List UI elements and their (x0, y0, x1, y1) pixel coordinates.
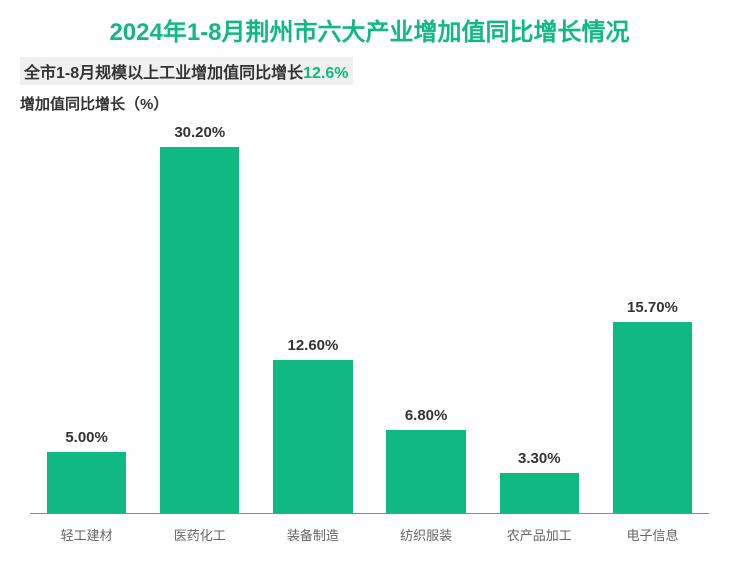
x-axis-label: 轻工建材 (30, 525, 143, 544)
bar (160, 147, 239, 513)
bar-group: 12.60% (256, 124, 369, 513)
bar (500, 473, 579, 513)
bar-value-label: 6.80% (405, 407, 448, 424)
bar (386, 430, 465, 513)
chart-area: 5.00% 30.20% 12.60% 6.80% 3.30% 15.70% 轻工建材医药… (20, 124, 719, 544)
bar-group: 15.70% (596, 124, 709, 513)
bar (47, 452, 126, 513)
bar (273, 360, 352, 513)
x-axis-label: 医药化工 (143, 525, 256, 544)
bar-value-label: 12.60% (287, 337, 338, 354)
subtitle-row: 全市1-8月规模以上工业增加值同比增长12.6% (20, 57, 353, 85)
bar (613, 322, 692, 513)
bar-value-label: 3.30% (518, 450, 561, 467)
x-axis-label: 纺织服装 (370, 525, 483, 544)
bar-group: 30.20% (143, 124, 256, 513)
bar-value-label: 5.00% (65, 429, 108, 446)
x-axis-label: 装备制造 (256, 525, 369, 544)
plot-area: 5.00% 30.20% 12.60% 6.80% 3.30% 15.70% (30, 124, 709, 514)
bar-value-label: 15.70% (627, 299, 678, 316)
bars-container: 5.00% 30.20% 12.60% 6.80% 3.30% 15.70% (30, 124, 709, 513)
x-axis-label: 农产品加工 (483, 525, 596, 544)
bar-group: 3.30% (483, 124, 596, 513)
bar-group: 6.80% (370, 124, 483, 513)
x-axis-label: 电子信息 (596, 525, 709, 544)
y-axis-label: 增加值同比增长（%） (20, 93, 719, 114)
bar-group: 5.00% (30, 124, 143, 513)
subtitle-label: 全市1-8月规模以上工业增加值同比增长 (24, 65, 303, 82)
x-labels: 轻工建材医药化工装备制造纺织服装农产品加工电子信息 (30, 525, 709, 544)
bar-value-label: 30.20% (174, 124, 225, 141)
subtitle-value: 12.6% (303, 65, 348, 82)
chart-title: 2024年1-8月荆州市六大产业增加值同比增长情况 (20, 12, 719, 47)
